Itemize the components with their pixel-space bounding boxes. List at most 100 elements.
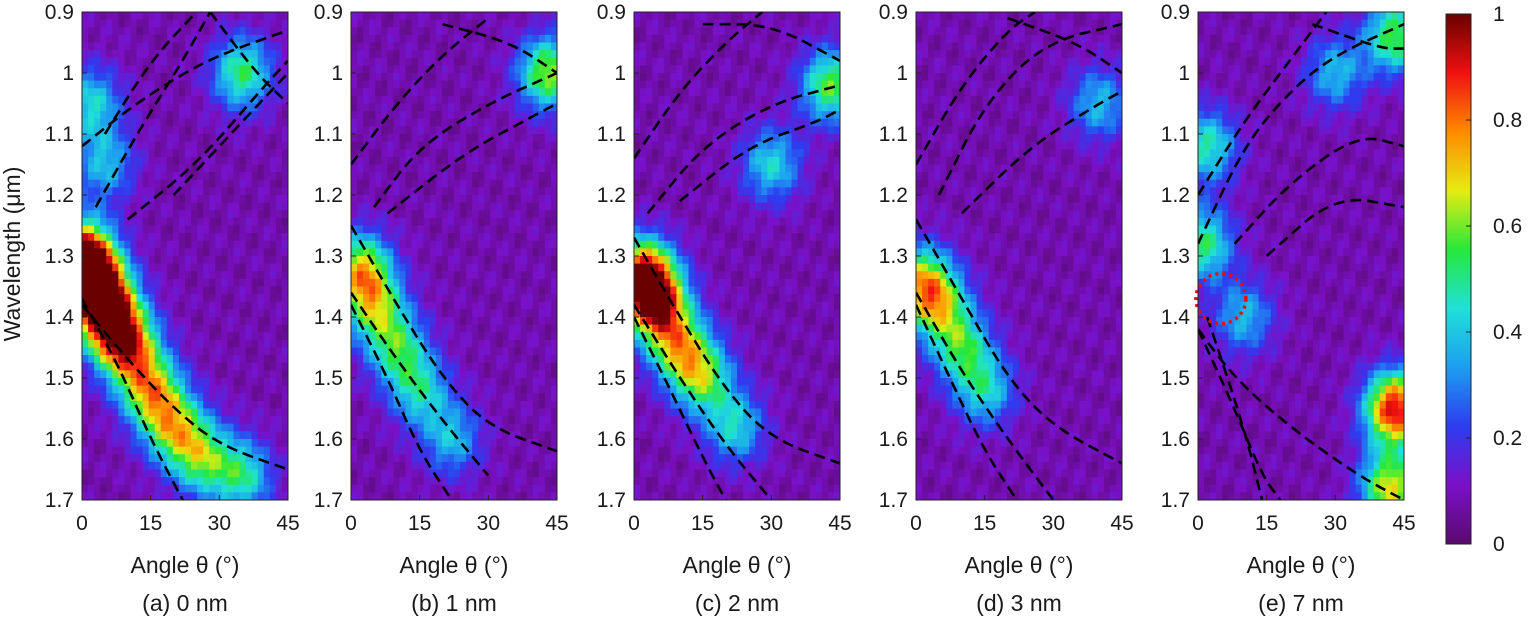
heatmap-cell bbox=[550, 50, 557, 59]
heatmap-cell bbox=[233, 179, 241, 188]
heatmap-cell bbox=[544, 263, 552, 272]
heatmap-cell bbox=[197, 484, 204, 493]
heatmap-cell bbox=[281, 271, 288, 280]
heatmap-cell bbox=[454, 294, 461, 303]
heatmap-cell bbox=[124, 248, 132, 257]
heatmap-cell bbox=[239, 12, 247, 21]
heatmap-cell bbox=[281, 454, 288, 463]
heatmap-cell bbox=[375, 88, 382, 97]
heatmap-cell bbox=[785, 65, 793, 74]
heatmap-cell bbox=[106, 19, 113, 28]
heatmap-cell bbox=[688, 88, 696, 97]
heatmap-cell bbox=[178, 294, 186, 303]
heatmap-cell bbox=[435, 446, 443, 455]
heatmap-cell bbox=[447, 484, 455, 493]
heatmap-cell bbox=[118, 149, 126, 158]
heatmap-cell bbox=[411, 34, 419, 44]
heatmap-cell bbox=[393, 378, 401, 387]
heatmap-cell bbox=[514, 42, 522, 51]
heatmap-cell bbox=[203, 111, 210, 120]
heatmap-cell bbox=[357, 301, 364, 310]
heatmap-cell bbox=[496, 195, 504, 204]
heatmap-cell bbox=[490, 454, 498, 463]
heatmap-cell bbox=[743, 134, 750, 143]
heatmap-cell bbox=[239, 332, 247, 341]
heatmap-cell bbox=[172, 225, 180, 234]
heatmap-cell bbox=[670, 27, 678, 36]
heatmap-cell bbox=[112, 317, 119, 326]
heatmap-cell bbox=[269, 423, 277, 432]
heatmap-cell bbox=[197, 103, 204, 112]
heatmap-cell bbox=[227, 446, 235, 455]
heatmap-cell bbox=[154, 12, 162, 21]
heatmap-cell bbox=[130, 248, 138, 257]
heatmap-cell bbox=[646, 42, 653, 51]
heatmap-cell bbox=[472, 339, 479, 349]
heatmap-cell bbox=[263, 210, 271, 219]
heatmap-cell bbox=[363, 347, 370, 356]
heatmap-cell bbox=[136, 461, 144, 471]
heatmap-cell bbox=[112, 294, 119, 303]
heatmap-cell bbox=[550, 202, 557, 211]
heatmap-cell bbox=[257, 355, 265, 364]
heatmap-cell bbox=[227, 210, 235, 219]
heatmap-cell bbox=[652, 118, 659, 127]
heatmap-cell bbox=[393, 271, 401, 280]
heatmap-cell bbox=[393, 278, 401, 288]
heatmap-cell bbox=[502, 347, 510, 356]
heatmap-cell bbox=[508, 385, 516, 394]
heatmap-cell bbox=[429, 362, 437, 371]
heatmap-cell bbox=[142, 484, 150, 493]
heatmap-cell bbox=[82, 65, 89, 74]
heatmap-cell bbox=[118, 324, 126, 333]
heatmap-cell bbox=[490, 286, 498, 295]
heatmap-cell bbox=[466, 126, 473, 135]
heatmap-cell bbox=[363, 484, 370, 493]
heatmap-cell bbox=[454, 149, 461, 158]
heatmap-cell bbox=[209, 80, 216, 89]
heatmap-cell bbox=[797, 111, 805, 120]
heatmap-cell bbox=[640, 27, 647, 36]
heatmap-cell bbox=[496, 134, 504, 143]
heatmap-cell bbox=[664, 134, 671, 143]
heatmap-cell bbox=[357, 88, 364, 97]
heatmap-cell bbox=[185, 446, 192, 455]
heatmap-cell bbox=[429, 339, 437, 349]
heatmap-cell bbox=[773, 19, 781, 28]
heatmap-cell bbox=[417, 469, 425, 478]
heatmap-cell bbox=[136, 73, 144, 82]
heatmap-cell bbox=[544, 187, 552, 196]
heatmap-cell bbox=[441, 423, 449, 432]
heatmap-cell bbox=[460, 111, 467, 120]
heatmap-cell bbox=[142, 34, 150, 44]
heatmap-cell bbox=[508, 126, 516, 135]
heatmap-cell bbox=[441, 57, 449, 66]
heatmap-cell bbox=[275, 126, 283, 135]
heatmap-cell bbox=[112, 263, 119, 272]
dashed-curve bbox=[94, 12, 212, 208]
heatmap-cell bbox=[472, 95, 479, 105]
heatmap-cell bbox=[712, 118, 720, 127]
heatmap-cell bbox=[172, 103, 180, 112]
heatmap-cell bbox=[351, 240, 358, 249]
heatmap-cell bbox=[393, 240, 401, 249]
heatmap-cell bbox=[257, 19, 265, 28]
heatmap-cell bbox=[490, 172, 498, 181]
heatmap-cell bbox=[526, 423, 534, 432]
heatmap-cell bbox=[94, 156, 101, 166]
heatmap-cell bbox=[130, 469, 138, 478]
heatmap-cell bbox=[490, 324, 498, 333]
heatmap-cell bbox=[142, 477, 150, 486]
heatmap-cell bbox=[526, 172, 534, 181]
heatmap-cell bbox=[375, 332, 382, 341]
heatmap-cell bbox=[387, 301, 395, 310]
heatmap-cell bbox=[429, 439, 437, 448]
heatmap-cell bbox=[435, 362, 443, 371]
heatmap-cell bbox=[381, 195, 388, 204]
heatmap-cell bbox=[245, 492, 253, 500]
heatmap-cell bbox=[532, 461, 540, 471]
heatmap-cell bbox=[640, 57, 647, 66]
heatmap-cell bbox=[239, 164, 247, 173]
heatmap-cell bbox=[393, 385, 401, 394]
heatmap-cell bbox=[375, 19, 382, 28]
